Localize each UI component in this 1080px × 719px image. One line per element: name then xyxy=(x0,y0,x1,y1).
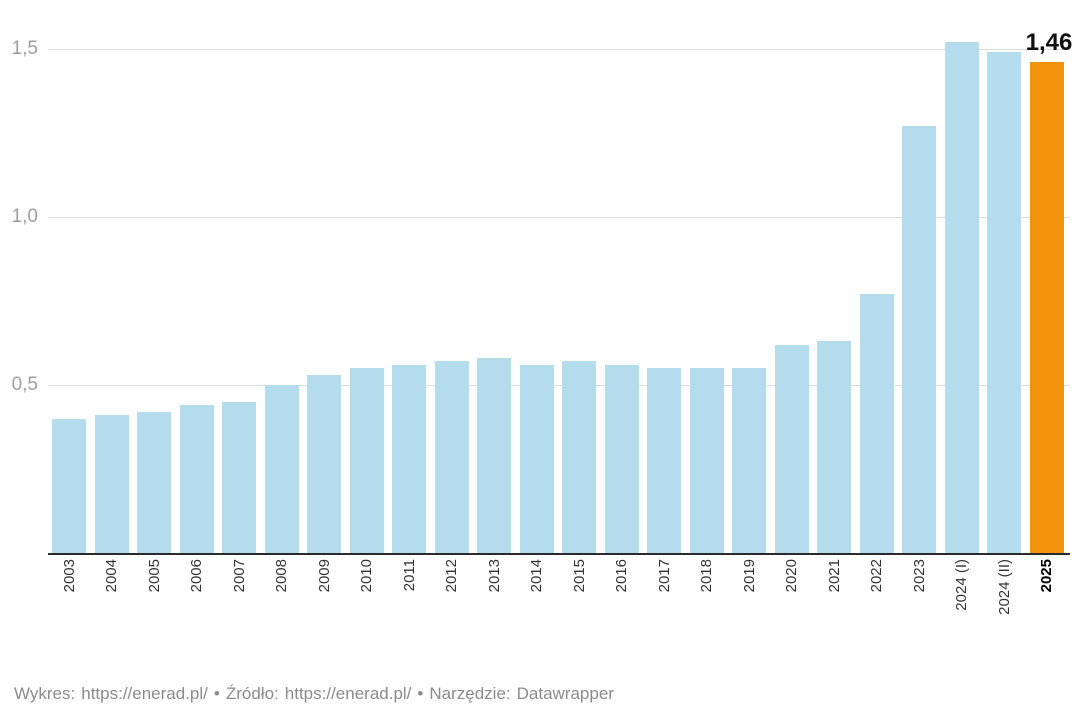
x-tick-cell: 2015 xyxy=(562,559,596,664)
bar-2019[interactable] xyxy=(732,368,767,553)
bar-2025[interactable] xyxy=(1029,62,1064,553)
x-axis-label-2017: 2017 xyxy=(655,559,673,593)
x-tick-cell: 2013 xyxy=(477,559,511,664)
x-tick-cell: 2016 xyxy=(605,559,639,664)
bar-2012[interactable] xyxy=(434,361,469,553)
bar-2024 (II)[interactable] xyxy=(987,52,1022,553)
gridline xyxy=(48,49,1070,50)
x-axis-label-2007: 2007 xyxy=(230,559,248,593)
x-tick-cell: 2025 xyxy=(1030,559,1064,664)
x-axis-label-2019: 2019 xyxy=(740,559,758,593)
bar-2003[interactable] xyxy=(52,418,87,553)
x-axis-label-2018: 2018 xyxy=(698,559,716,593)
gridline xyxy=(48,385,1070,386)
x-tick-cell: 2019 xyxy=(732,559,766,664)
x-axis-labels: 2003 2004 2005 2006 2007 2008 2009 2010 2011 2012… xyxy=(52,559,1064,664)
x-axis-label-2023: 2023 xyxy=(910,559,928,593)
x-axis-label-2015: 2015 xyxy=(570,559,588,593)
x-axis-label-2014: 2014 xyxy=(528,559,546,593)
x-tick-cell: 2024 (I) xyxy=(945,559,979,664)
gridline xyxy=(48,217,1070,218)
x-tick-cell: 2017 xyxy=(647,559,681,664)
bar-2020[interactable] xyxy=(774,344,809,553)
bar-2007[interactable] xyxy=(222,401,257,553)
bar-2005[interactable] xyxy=(137,411,172,553)
x-tick-cell: 2018 xyxy=(690,559,724,664)
bar-2016[interactable] xyxy=(604,364,639,553)
y-axis-tick-label: 1,5 xyxy=(11,38,38,59)
bar-2008[interactable] xyxy=(264,385,299,553)
x-tick-cell: 2014 xyxy=(520,559,554,664)
bar-2009[interactable] xyxy=(307,374,342,553)
x-axis-label-2008: 2008 xyxy=(273,559,291,593)
x-tick-cell: 2020 xyxy=(775,559,809,664)
x-tick-cell: 2007 xyxy=(222,559,256,664)
x-axis-label-2003: 2003 xyxy=(60,559,78,593)
footer-chart-link[interactable]: https://enerad.pl/ xyxy=(81,684,208,703)
bar-2006[interactable] xyxy=(179,405,214,553)
x-axis-label-2005: 2005 xyxy=(145,559,163,593)
footer-tool-label: Narzędzie: xyxy=(429,684,511,703)
bar-2023[interactable] xyxy=(902,126,937,553)
x-tick-cell: 2005 xyxy=(137,559,171,664)
x-axis-label-2012: 2012 xyxy=(443,559,461,593)
x-axis-label-2021: 2021 xyxy=(825,559,843,593)
bar-2021[interactable] xyxy=(817,341,852,553)
x-axis-label-2020: 2020 xyxy=(783,559,801,593)
x-tick-cell: 2003 xyxy=(52,559,86,664)
footer-tool-link[interactable]: Datawrapper xyxy=(516,684,614,703)
chart-footer: Wykres: https://enerad.pl/ • Źródło: htt… xyxy=(14,684,614,704)
x-axis-label-2010: 2010 xyxy=(358,559,376,593)
x-tick-cell: 2024 (II) xyxy=(987,559,1021,664)
bar-2015[interactable] xyxy=(562,361,597,553)
x-tick-cell: 2004 xyxy=(95,559,129,664)
footer-chart-label: Wykres: xyxy=(14,684,76,703)
bar-2004[interactable] xyxy=(94,415,129,553)
bar-value-label: 1,46 xyxy=(1025,29,1073,57)
x-axis-label-2022: 2022 xyxy=(868,559,886,593)
x-tick-cell: 2011 xyxy=(392,559,426,664)
x-tick-cell: 2009 xyxy=(307,559,341,664)
x-axis-label-2006: 2006 xyxy=(188,559,206,593)
x-axis-label-2024 (I): 2024 (I) xyxy=(953,559,971,611)
x-tick-cell: 2010 xyxy=(350,559,384,664)
footer-source-link[interactable]: https://enerad.pl/ xyxy=(284,684,412,703)
footer-separator: • xyxy=(417,684,424,703)
bar-2013[interactable] xyxy=(477,358,512,553)
x-tick-cell: 2022 xyxy=(860,559,894,664)
bar-2022[interactable] xyxy=(859,294,894,553)
bar-2011[interactable] xyxy=(392,364,427,553)
x-tick-cell: 2021 xyxy=(817,559,851,664)
x-tick-cell: 2006 xyxy=(180,559,214,664)
bars-container xyxy=(52,0,1064,553)
x-tick-cell: 2008 xyxy=(265,559,299,664)
x-axis-line xyxy=(48,553,1070,555)
bar-2014[interactable] xyxy=(519,364,554,553)
x-axis-label-2004: 2004 xyxy=(103,559,121,593)
bar-2018[interactable] xyxy=(689,368,724,553)
y-axis-tick-label: 0,5 xyxy=(11,374,38,395)
footer-separator: • xyxy=(213,684,220,703)
x-axis-label-2009: 2009 xyxy=(315,559,333,593)
bar-2024 (I)[interactable] xyxy=(944,42,979,553)
x-axis-label-2011: 2011 xyxy=(400,559,418,592)
bar-2010[interactable] xyxy=(349,368,384,553)
x-tick-cell: 2012 xyxy=(435,559,469,664)
bar-2017[interactable] xyxy=(647,368,682,553)
x-axis-label-2024 (II): 2024 (II) xyxy=(995,559,1013,615)
x-axis-label-2016: 2016 xyxy=(613,559,631,593)
footer-source-label: Źródło: xyxy=(225,684,279,703)
x-axis-label-2013: 2013 xyxy=(485,559,503,593)
x-axis-label-2025: 2025 xyxy=(1038,559,1056,593)
y-axis-tick-label: 1,0 xyxy=(11,206,38,227)
x-tick-cell: 2023 xyxy=(902,559,936,664)
